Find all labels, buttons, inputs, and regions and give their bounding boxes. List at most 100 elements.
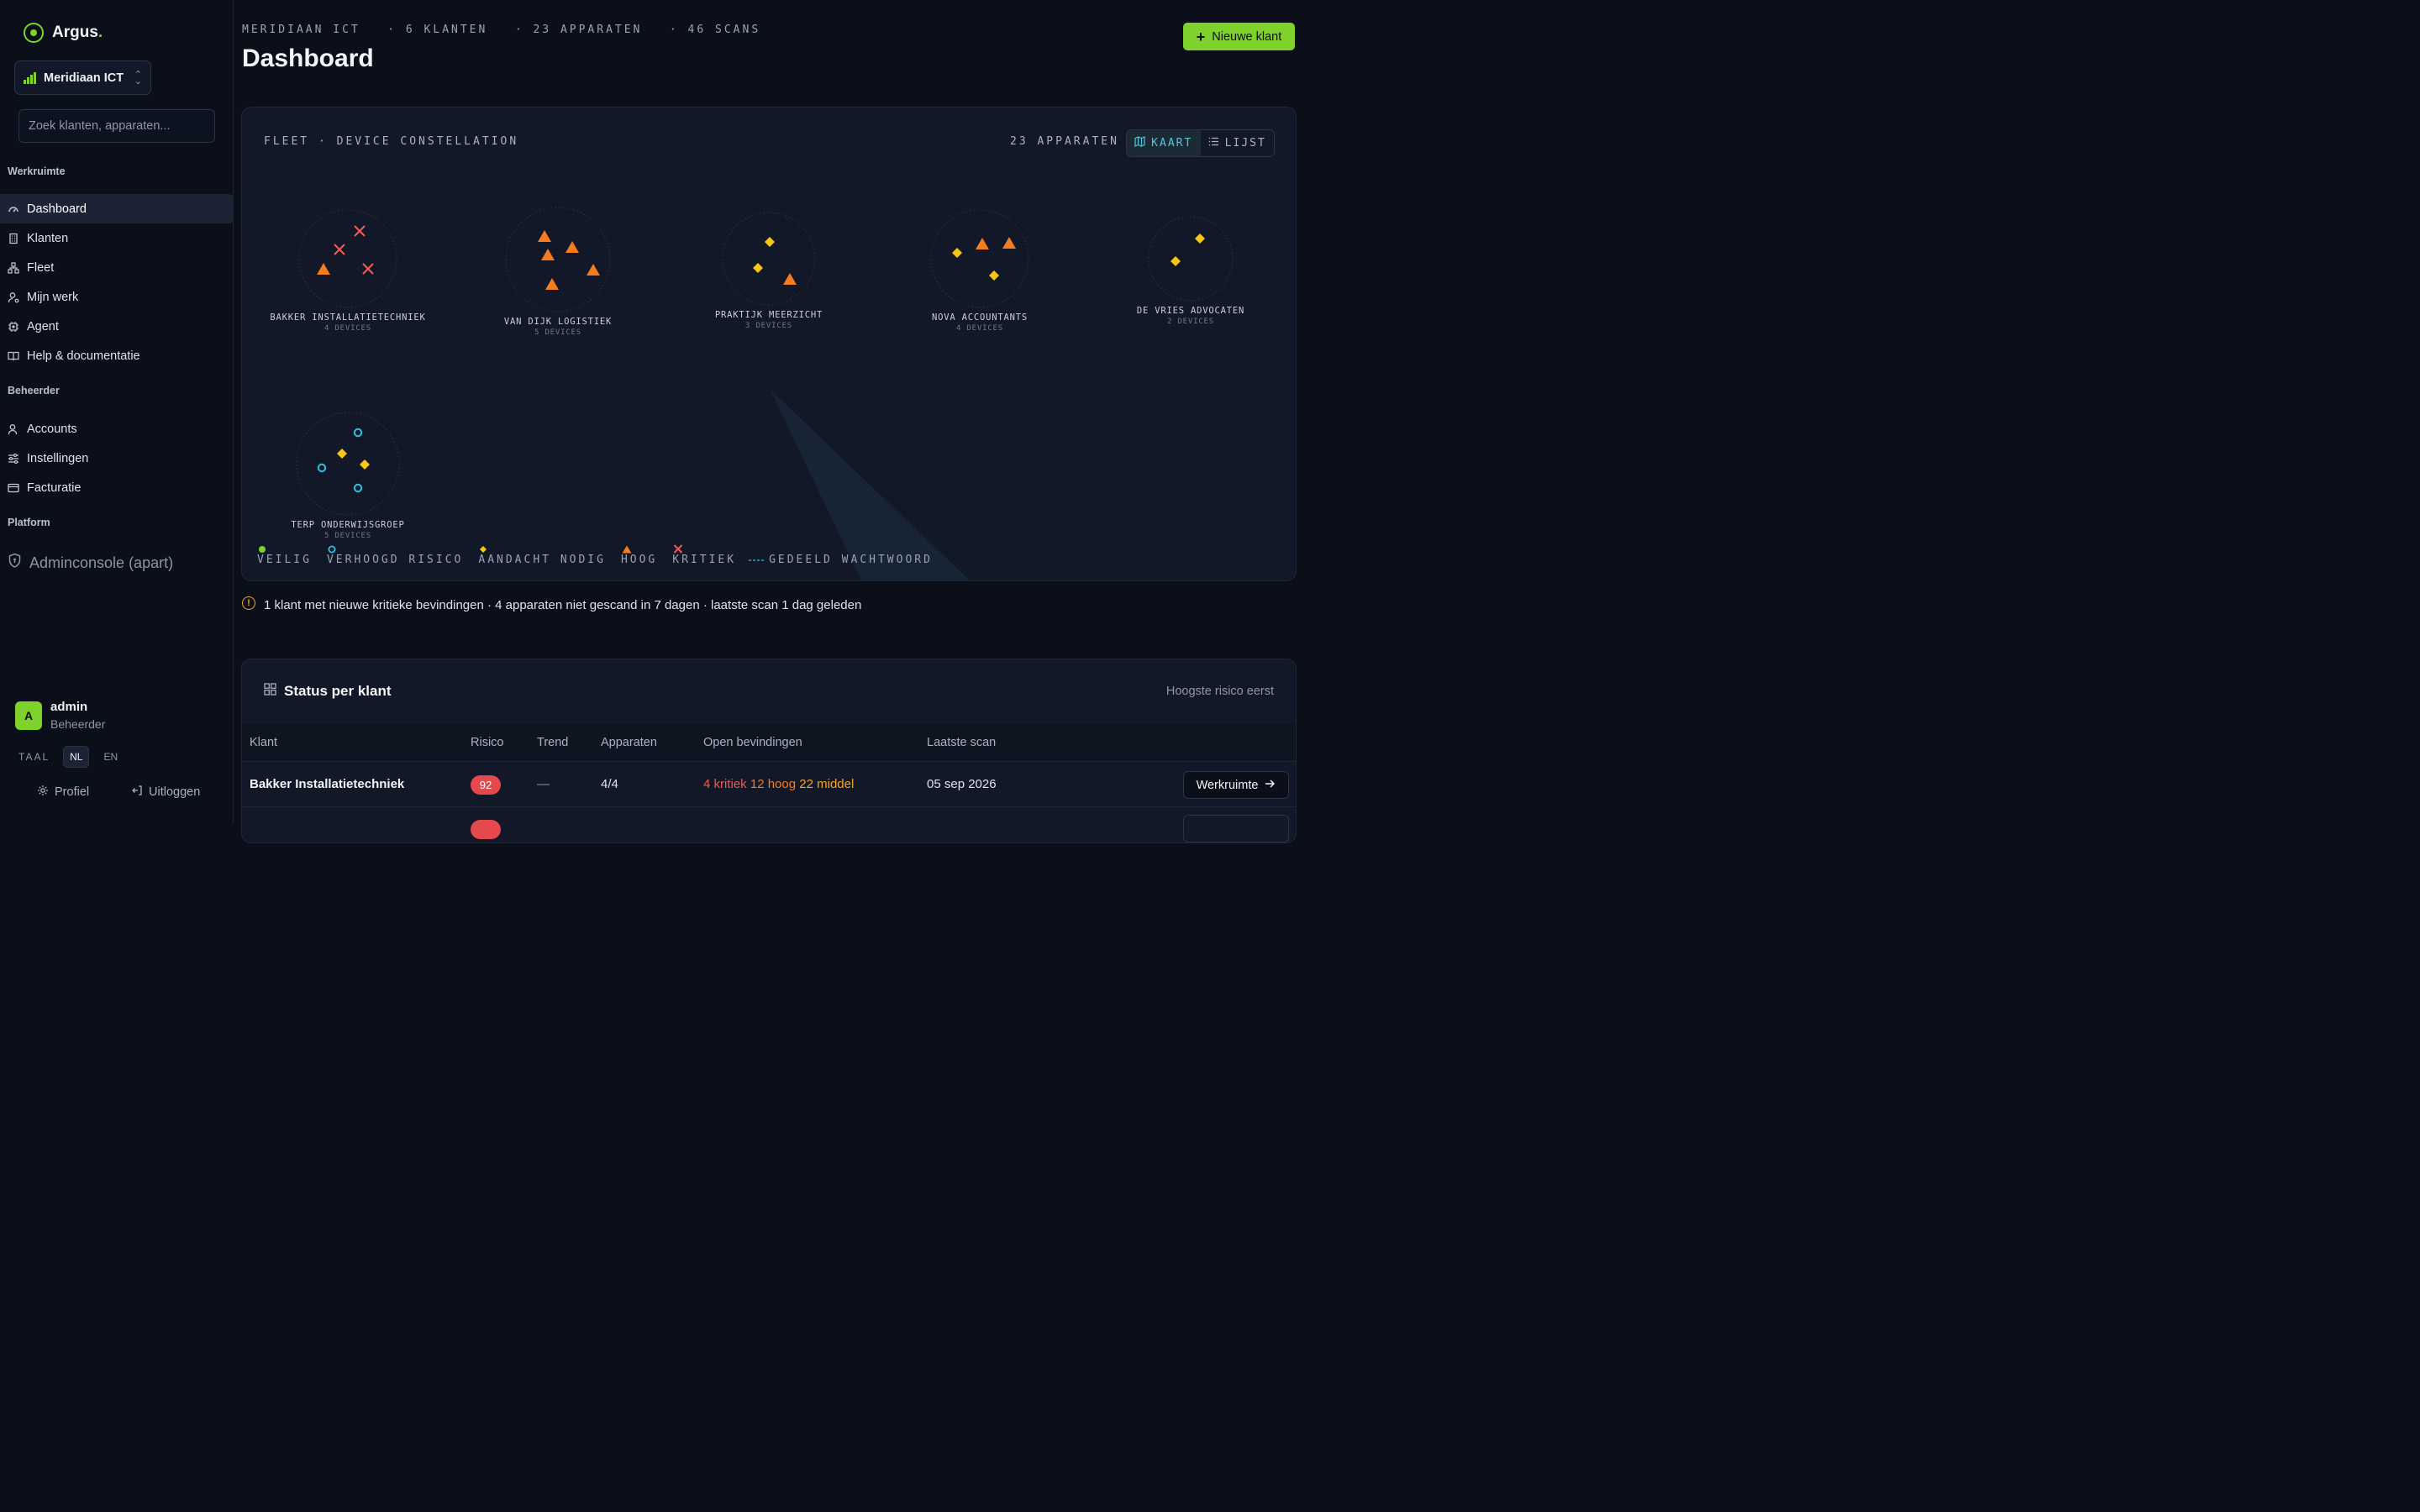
cluster-device-count: 3 DEVICES — [745, 322, 792, 330]
user-name: admin — [50, 700, 88, 714]
device-marker-hoog[interactable] — [545, 278, 559, 290]
cluster-device-count: 5 DEVICES — [324, 532, 371, 540]
sidebar-item-help[interactable]: Help & documentatie — [0, 341, 234, 370]
profile-button[interactable]: Profiel — [37, 785, 89, 800]
device-marker-aandacht[interactable] — [989, 270, 999, 281]
admin-console-link[interactable]: Adminconsole (apart) — [8, 553, 173, 573]
device-marker-hoog[interactable] — [1002, 237, 1016, 249]
view-toggle: KAART LIJST — [1126, 129, 1275, 157]
user-gear-icon — [8, 291, 19, 303]
device-marker-hoog[interactable] — [587, 264, 600, 276]
lang-nl-button[interactable]: NL — [63, 746, 90, 768]
search-input[interactable] — [18, 109, 215, 143]
sidebar-item-agent[interactable]: Agent — [0, 312, 234, 341]
page-title: Dashboard — [242, 45, 374, 72]
device-marker-hoog[interactable] — [783, 273, 797, 285]
device-marker-kritiek[interactable] — [362, 263, 374, 275]
header-meta: MERIDIAAN ICT · 6 KLANTEN · 23 APPARATEN… — [242, 24, 760, 36]
new-client-label: Nieuwe klant — [1212, 29, 1282, 44]
device-marker-aandacht[interactable] — [753, 263, 763, 273]
device-marker-aandacht[interactable] — [360, 459, 370, 470]
org-name: Meridiaan ICT — [44, 71, 124, 85]
brand[interactable]: Argus. — [24, 23, 103, 43]
section-beheerder: Beheerder — [8, 385, 60, 396]
cluster-orbit — [298, 209, 397, 308]
legend-label: GEDEELD WACHTWOORD — [769, 554, 933, 566]
sidebar-item-facturatie[interactable]: Facturatie — [0, 473, 234, 502]
new-client-button[interactable]: + Nieuwe klant — [1183, 23, 1295, 50]
col-apparaten[interactable]: Apparaten — [601, 736, 657, 749]
col-klant[interactable]: Klant — [250, 736, 278, 749]
cluster-orbit — [1148, 216, 1234, 302]
fleet-legend: VEILIG VERHOOGD RISICO AANDACHT NODIG HO… — [257, 544, 933, 566]
view-list-button[interactable]: LIJST — [1201, 130, 1275, 156]
cluster-orbit — [505, 207, 611, 312]
device-marker-hoog[interactable] — [541, 249, 555, 260]
cluster-de-vries-advocaten[interactable]: DE VRIES ADVOCATEN 2 DEVICES — [1137, 216, 1244, 326]
device-marker-hoog[interactable] — [317, 263, 330, 275]
cluster-name: VAN DIJK LOGISTIEK — [504, 317, 612, 327]
col-risico[interactable]: Risico — [471, 736, 504, 749]
org-switcher[interactable]: Meridiaan ICT ⌃ ⌄ — [14, 60, 151, 95]
org-chart-icon — [24, 71, 37, 84]
cluster-name: DE VRIES ADVOCATEN — [1137, 306, 1244, 316]
legend-label: AANDACHT NODIG — [478, 554, 606, 566]
gear-icon — [37, 785, 49, 800]
device-marker-aandacht[interactable] — [765, 237, 775, 247]
status-title: Status per klant — [284, 683, 392, 699]
sidebar-item-mijn-werk[interactable]: Mijn werk — [0, 282, 234, 312]
device-marker-verhoogd[interactable] — [353, 428, 363, 438]
table-row[interactable]: Bakker Installatietechniek 92 — 4/4 4 kr… — [242, 762, 1296, 807]
sidebar-item-label: Instellingen — [27, 451, 89, 465]
cluster-name: TERP ONDERWIJSGROEP — [291, 520, 404, 530]
device-marker-hoog[interactable] — [976, 238, 989, 249]
logout-button[interactable]: Uitloggen — [131, 785, 200, 800]
col-trend[interactable]: Trend — [537, 736, 569, 749]
workspace-button[interactable]: Werkruimte — [1183, 771, 1289, 799]
device-marker-hoog[interactable] — [538, 230, 551, 242]
meta-devices: · 23 APPARATEN — [514, 24, 643, 36]
cluster-praktijk-meerzicht[interactable]: PRAKTIJK MEERZICHT 3 DEVICES — [715, 212, 823, 330]
device-marker-aandacht[interactable] — [1171, 256, 1181, 266]
sidebar-item-instellingen[interactable]: Instellingen — [0, 444, 234, 473]
list-icon — [1208, 136, 1219, 150]
sidebar-item-accounts[interactable]: Accounts — [0, 414, 234, 444]
view-map-button[interactable]: KAART — [1127, 130, 1201, 156]
sidebar-item-fleet[interactable]: Fleet — [0, 253, 234, 282]
sidebar-item-label: Fleet — [27, 260, 55, 275]
avatar: A — [15, 701, 42, 730]
users-icon — [8, 423, 19, 435]
meta-scans: · 46 SCANS — [669, 24, 761, 36]
device-marker-kritiek[interactable] — [354, 225, 366, 237]
device-marker-kritiek[interactable] — [334, 244, 345, 255]
findings-high: 12 hoog — [750, 777, 797, 791]
col-laatste-scan[interactable]: Laatste scan — [927, 736, 997, 749]
lang-en-button[interactable]: EN — [103, 751, 118, 763]
device-marker-aandacht[interactable] — [337, 449, 347, 459]
device-marker-verhoogd[interactable] — [353, 483, 363, 493]
legend-dot-icon — [259, 546, 266, 553]
user-role: Beheerder — [50, 717, 106, 731]
device-marker-aandacht[interactable] — [952, 248, 962, 258]
device-marker-aandacht[interactable] — [1195, 234, 1205, 244]
user-profile[interactable]: A admin Beheerder — [15, 700, 105, 731]
workspace-button-partial[interactable] — [1183, 815, 1289, 843]
sidebar-item-dashboard[interactable]: Dashboard — [0, 194, 234, 223]
findings-mid: 22 middel — [799, 777, 855, 791]
sort-select[interactable]: Hoogste risico eerst — [1165, 685, 1274, 698]
risk-badge: 92 — [471, 775, 501, 795]
sidebar-item-label: Facturatie — [27, 480, 82, 495]
status-per-client-card: Status per klant Hoogste risico eerst Kl… — [241, 659, 1297, 843]
building-icon — [8, 233, 19, 244]
device-marker-hoog[interactable] — [566, 241, 579, 253]
view-map-label: KAART — [1151, 137, 1193, 150]
col-open-bevindingen[interactable]: Open bevindingen — [703, 736, 802, 749]
cluster-terp-onderwijsgroep[interactable]: TERP ONDERWIJSGROEP 5 DEVICES — [291, 412, 404, 540]
device-marker-verhoogd[interactable] — [317, 463, 327, 473]
legend-verhoogd: VERHOOGD RISICO — [327, 545, 463, 566]
sidebar-item-klanten[interactable]: Klanten — [0, 223, 234, 253]
cluster-orbit — [722, 212, 816, 306]
